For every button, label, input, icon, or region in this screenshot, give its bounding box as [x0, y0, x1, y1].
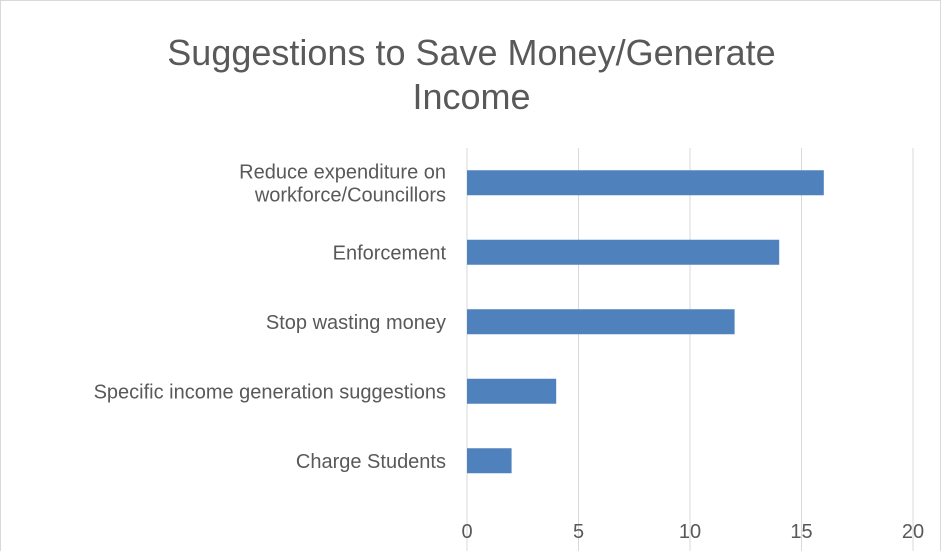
bar [467, 378, 557, 404]
x-tick-label: 20 [902, 521, 924, 543]
bar [467, 309, 735, 335]
x-tick-label: 0 [461, 521, 472, 543]
bar [467, 239, 780, 265]
x-tick-label: 10 [679, 521, 701, 543]
category-label: Reduce expenditure on [239, 161, 446, 183]
chart-title-line-2: Income [412, 76, 531, 117]
category-label: Enforcement [333, 242, 447, 264]
category-label: Charge Students [296, 451, 446, 473]
chart-title-line-1: Suggestions to Save Money/Generate [167, 32, 776, 73]
category-labels: Reduce expenditure onworkforce/Councillo… [94, 161, 447, 473]
category-label: Stop wasting money [266, 312, 446, 334]
bar [467, 170, 824, 196]
x-tick-labels: 0 5 10 15 20 [461, 521, 924, 543]
bars [467, 170, 824, 474]
x-tick-label: 5 [573, 521, 584, 543]
bar [467, 448, 512, 474]
category-label: workforce/Councillors [254, 184, 446, 206]
gridlines [466, 148, 914, 551]
x-tick-label: 15 [790, 521, 812, 543]
chart-title: Suggestions to Save Money/Generate Incom… [1, 31, 942, 119]
category-label: Specific income generation suggestions [94, 381, 446, 403]
